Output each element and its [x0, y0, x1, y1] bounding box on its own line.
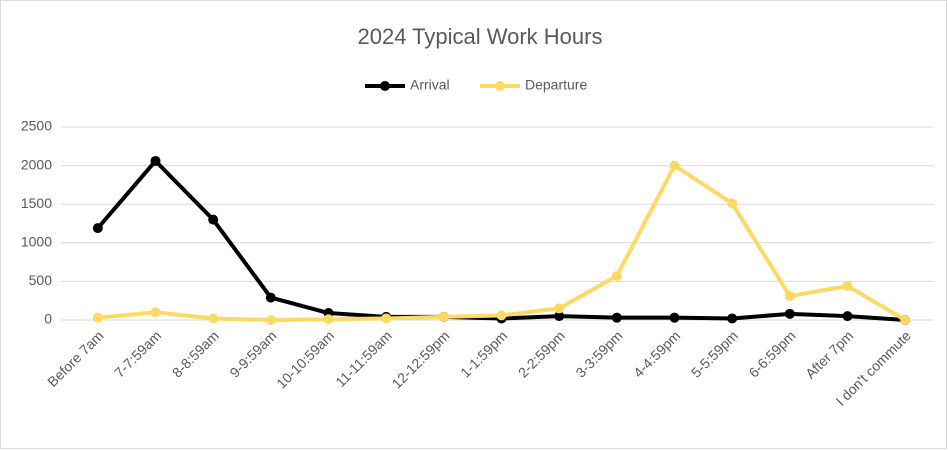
chart-title: 2024 Typical Work Hours [358, 24, 603, 49]
y-tick-label: 2000 [21, 156, 52, 172]
point [381, 313, 392, 324]
point [842, 311, 853, 322]
point [208, 214, 219, 225]
point [496, 310, 507, 321]
y-tick-label: 1500 [21, 195, 52, 211]
point [784, 291, 795, 302]
point [265, 292, 276, 303]
point [900, 315, 911, 325]
point [669, 160, 680, 171]
legend-marker [495, 81, 505, 91]
point [842, 281, 853, 292]
point [611, 270, 622, 281]
point [208, 313, 219, 324]
point [92, 312, 103, 323]
legend-label: Departure [525, 77, 587, 93]
point [784, 308, 795, 319]
y-tick-label: 500 [29, 272, 53, 288]
y-tick-label: 2500 [21, 118, 52, 134]
point [92, 223, 103, 234]
y-tick-label: 0 [44, 311, 52, 327]
point [611, 312, 622, 323]
legend-label: Arrival [410, 77, 450, 93]
point [150, 307, 161, 318]
point [438, 311, 449, 322]
point [554, 311, 565, 322]
y-tick-label: 1000 [21, 234, 52, 250]
point [150, 155, 161, 166]
point [265, 315, 276, 325]
point [554, 303, 565, 314]
point [323, 314, 334, 325]
legend-marker [380, 81, 390, 91]
point [727, 313, 738, 324]
point [669, 312, 680, 323]
point [727, 198, 738, 209]
